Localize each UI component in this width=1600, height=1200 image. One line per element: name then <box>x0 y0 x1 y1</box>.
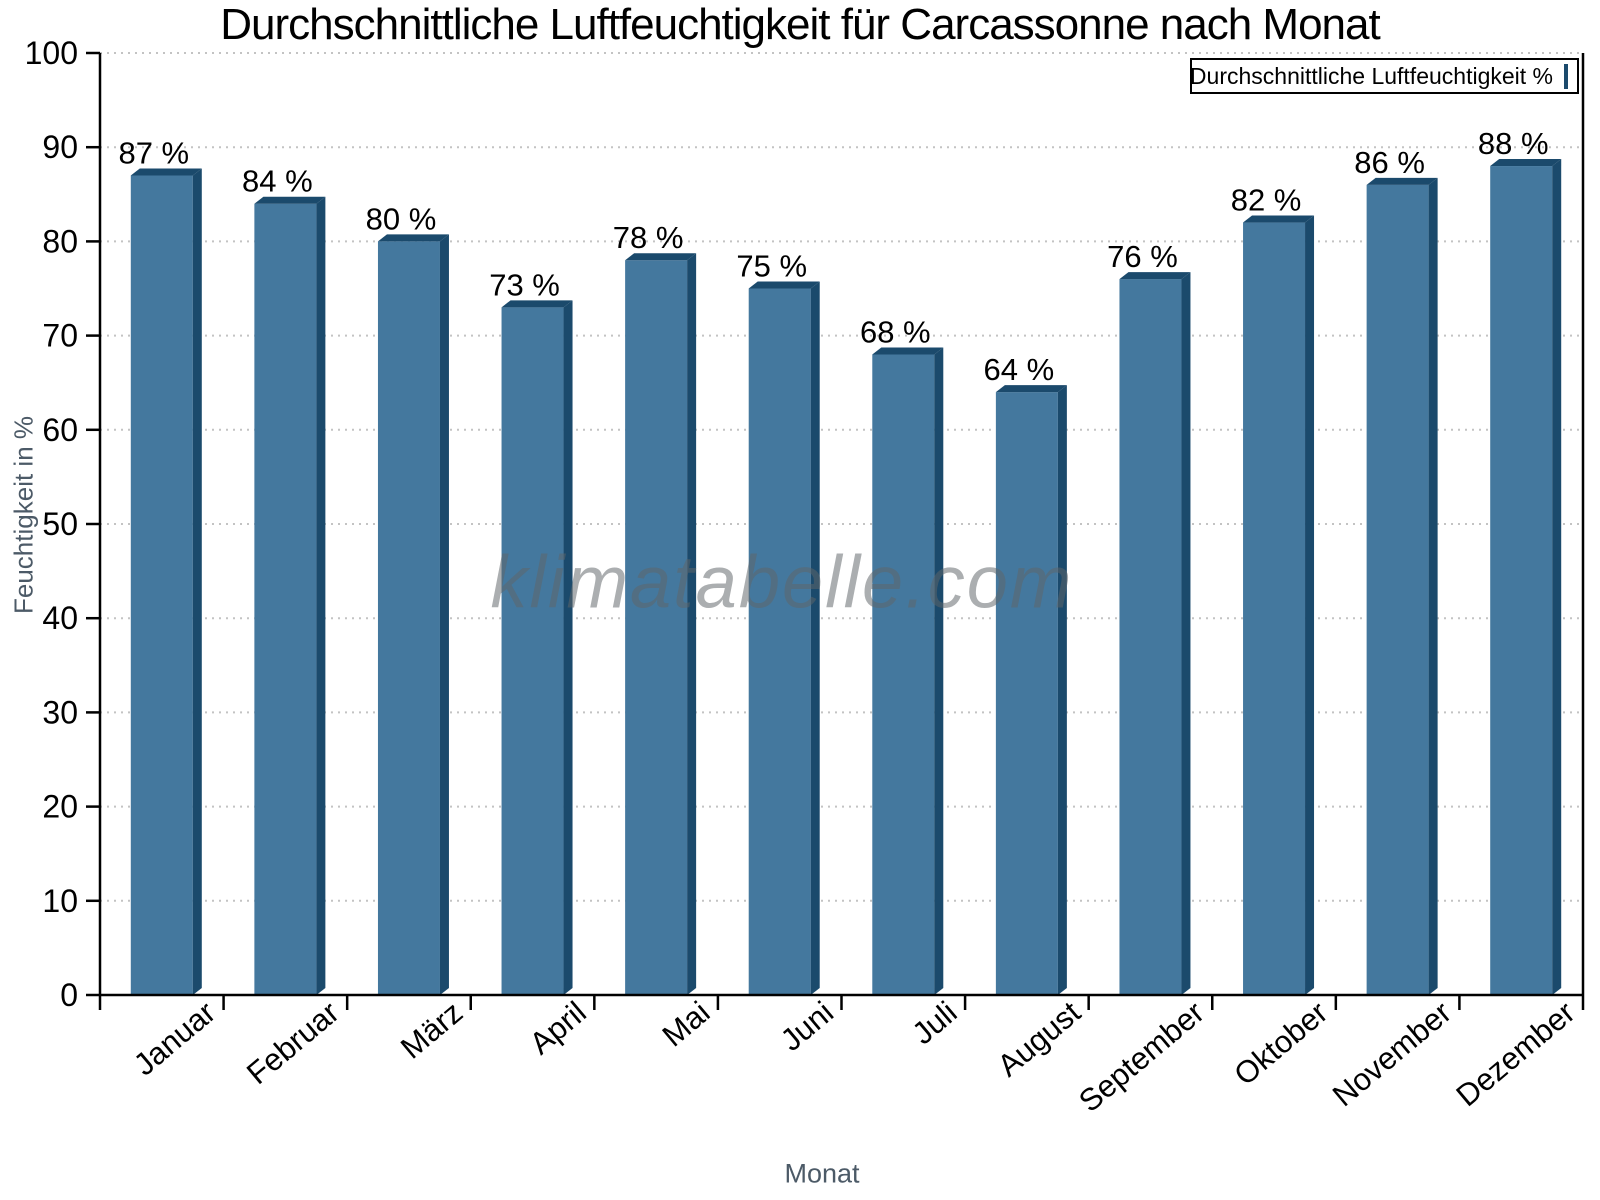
bar-top-face <box>254 196 326 204</box>
y-tick-label: 0 <box>60 977 78 1013</box>
bar-top-face <box>748 281 820 289</box>
bar-side-face <box>1428 177 1438 995</box>
y-tick-label: 20 <box>42 789 78 825</box>
y-tick-label: 90 <box>42 129 78 165</box>
bar <box>501 307 564 996</box>
x-tick-label: Februar <box>240 995 346 1092</box>
bar-side-face <box>563 300 573 996</box>
bar-value-label: 80 % <box>366 201 437 236</box>
bar <box>377 241 440 995</box>
y-tick-label: 50 <box>42 506 78 542</box>
bar-top-face <box>1490 159 1562 167</box>
x-tick-label: Juli <box>905 995 963 1052</box>
y-tick-label: 30 <box>42 694 78 730</box>
bar-side-face <box>1181 272 1191 996</box>
x-tick-label: Dezember <box>1449 995 1581 1114</box>
y-axis-title: Feuchtigkeit in % <box>8 416 39 614</box>
bar <box>748 288 811 995</box>
bar-side-face <box>439 234 449 995</box>
bar-side-face <box>1552 159 1562 996</box>
legend-swatch-icon <box>1564 63 1568 89</box>
bar-top-face <box>377 234 449 242</box>
bar-value-label: 78 % <box>613 220 684 255</box>
bar-top-face <box>1119 272 1191 280</box>
bar <box>995 392 1058 995</box>
x-tick-label: September <box>1072 995 1211 1119</box>
bar-side-face <box>934 347 944 995</box>
bar-value-label: 68 % <box>860 314 931 349</box>
bar-value-label: 76 % <box>1107 239 1178 274</box>
y-tick-label: 60 <box>42 412 78 448</box>
bar <box>1366 184 1429 995</box>
bar-top-face <box>1366 177 1438 185</box>
x-tick-label: August <box>991 994 1088 1083</box>
bar-side-face <box>1057 385 1067 995</box>
x-tick-label: Mai <box>656 995 717 1054</box>
x-tick-label: Juni <box>774 995 840 1058</box>
x-tick-label: Januar <box>127 995 222 1083</box>
bar-value-label: 64 % <box>984 352 1055 387</box>
bar <box>1243 222 1306 995</box>
bar <box>1490 166 1553 996</box>
y-tick-label: 10 <box>42 883 78 919</box>
legend-label: Durchschnittliche Luftfeuchtigkeit % <box>1189 62 1553 89</box>
x-axis-title: Monat <box>784 1158 860 1189</box>
bar-side-face <box>1305 215 1315 995</box>
bar <box>625 260 688 995</box>
bar-top-face <box>625 253 697 261</box>
bar-side-face <box>192 168 202 995</box>
bar <box>872 354 935 995</box>
x-tick-label: April <box>523 995 593 1062</box>
bar-value-label: 84 % <box>242 164 313 199</box>
x-tick-label: Oktober <box>1227 995 1334 1093</box>
y-tick-label: 70 <box>42 318 78 354</box>
y-tick-label: 40 <box>42 600 78 636</box>
bar-side-face <box>687 253 697 996</box>
y-tick-label: 100 <box>25 35 78 71</box>
bar-value-label: 86 % <box>1354 145 1425 180</box>
x-tick-label: November <box>1326 995 1458 1114</box>
bar-top-face <box>995 385 1067 393</box>
bar-side-face <box>316 196 326 996</box>
bar-side-face <box>810 281 820 995</box>
bar-value-label: 75 % <box>736 249 807 284</box>
bar <box>1119 279 1182 996</box>
bar-value-label: 88 % <box>1478 126 1549 161</box>
legend: Durchschnittliche Luftfeuchtigkeit % <box>1190 58 1579 94</box>
bar-top-face <box>872 347 944 355</box>
y-tick-label: 80 <box>42 223 78 259</box>
bar-value-label: 87 % <box>118 135 189 170</box>
bar-value-label: 73 % <box>489 267 560 302</box>
bar-value-label: 82 % <box>1231 183 1302 218</box>
bar-top-face <box>130 168 202 176</box>
bar-top-face <box>501 300 573 308</box>
chart-title: Durchschnittliche Luftfeuchtigkeit für C… <box>220 0 1380 49</box>
x-tick-label: März <box>394 995 469 1066</box>
bar <box>254 203 317 996</box>
bar-top-face <box>1243 215 1315 223</box>
bar <box>130 175 193 995</box>
